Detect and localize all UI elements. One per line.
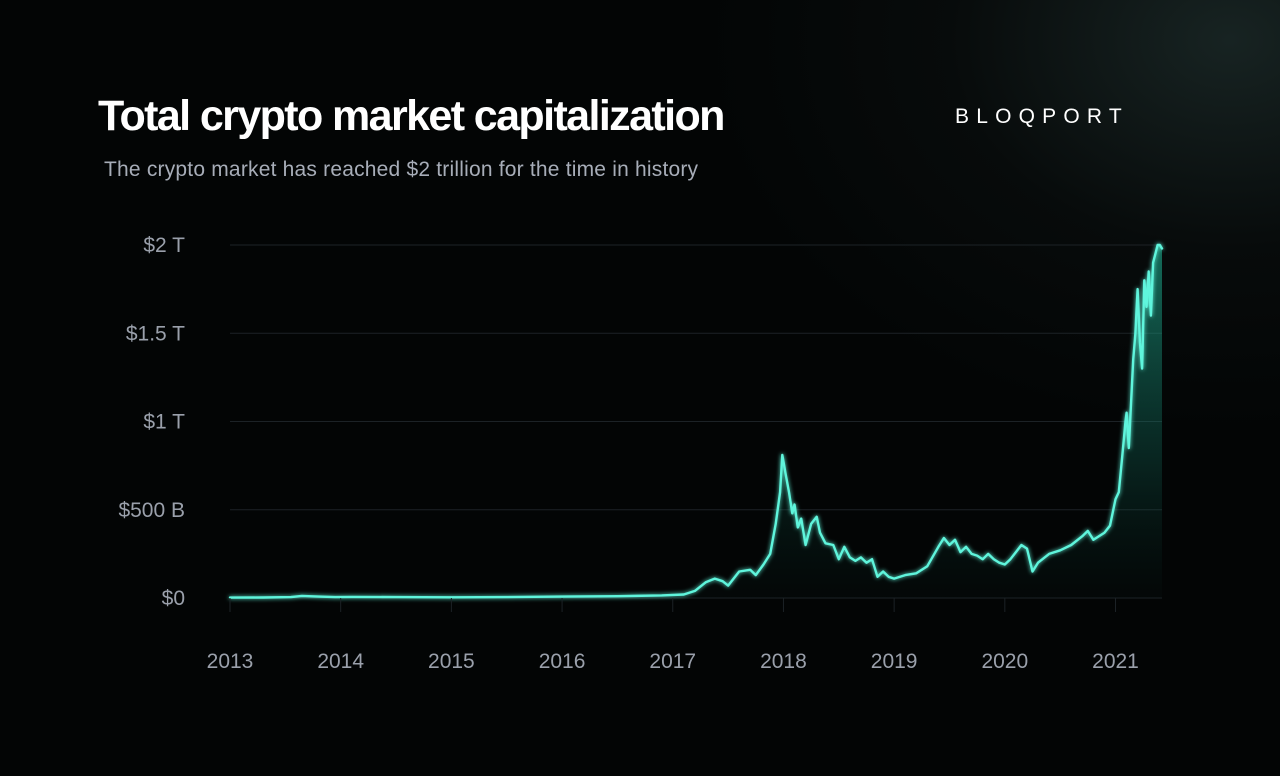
y-tick-label: $0 xyxy=(162,587,185,610)
y-axis-ticks: $0 $500 B $1 T $1.5 T $2 T xyxy=(118,234,185,610)
y-tick-label: $1 T xyxy=(143,411,185,434)
x-tick-label: 2014 xyxy=(317,650,364,673)
brand-logo: BLOQPORT xyxy=(955,105,1129,128)
series-line-layer xyxy=(228,243,1164,599)
x-tick-label: 2019 xyxy=(871,650,918,673)
x-tick-label: 2016 xyxy=(539,650,586,673)
x-tick-label: 2013 xyxy=(207,650,254,673)
x-axis-ticks: 2013 2014 2015 2016 2017 2018 2019 2020 2021 xyxy=(207,598,1139,673)
chart-title: Total crypto market capitalization xyxy=(98,92,725,140)
x-tick-label: 2017 xyxy=(649,650,696,673)
y-tick-label: $2 T xyxy=(143,234,185,257)
y-tick-label: $1.5 T xyxy=(126,322,185,345)
x-tick-label: 2015 xyxy=(428,650,475,673)
x-tick-label: 2020 xyxy=(981,650,1028,673)
series-area xyxy=(230,245,1162,598)
area-fill-layer xyxy=(230,245,1162,598)
x-tick-label: 2018 xyxy=(760,650,807,673)
chart-subtitle: The crypto market has reached $2 trillio… xyxy=(104,158,699,181)
y-tick-label: $500 B xyxy=(118,499,185,522)
x-tick-label: 2021 xyxy=(1092,650,1139,673)
series-line xyxy=(228,243,1164,599)
